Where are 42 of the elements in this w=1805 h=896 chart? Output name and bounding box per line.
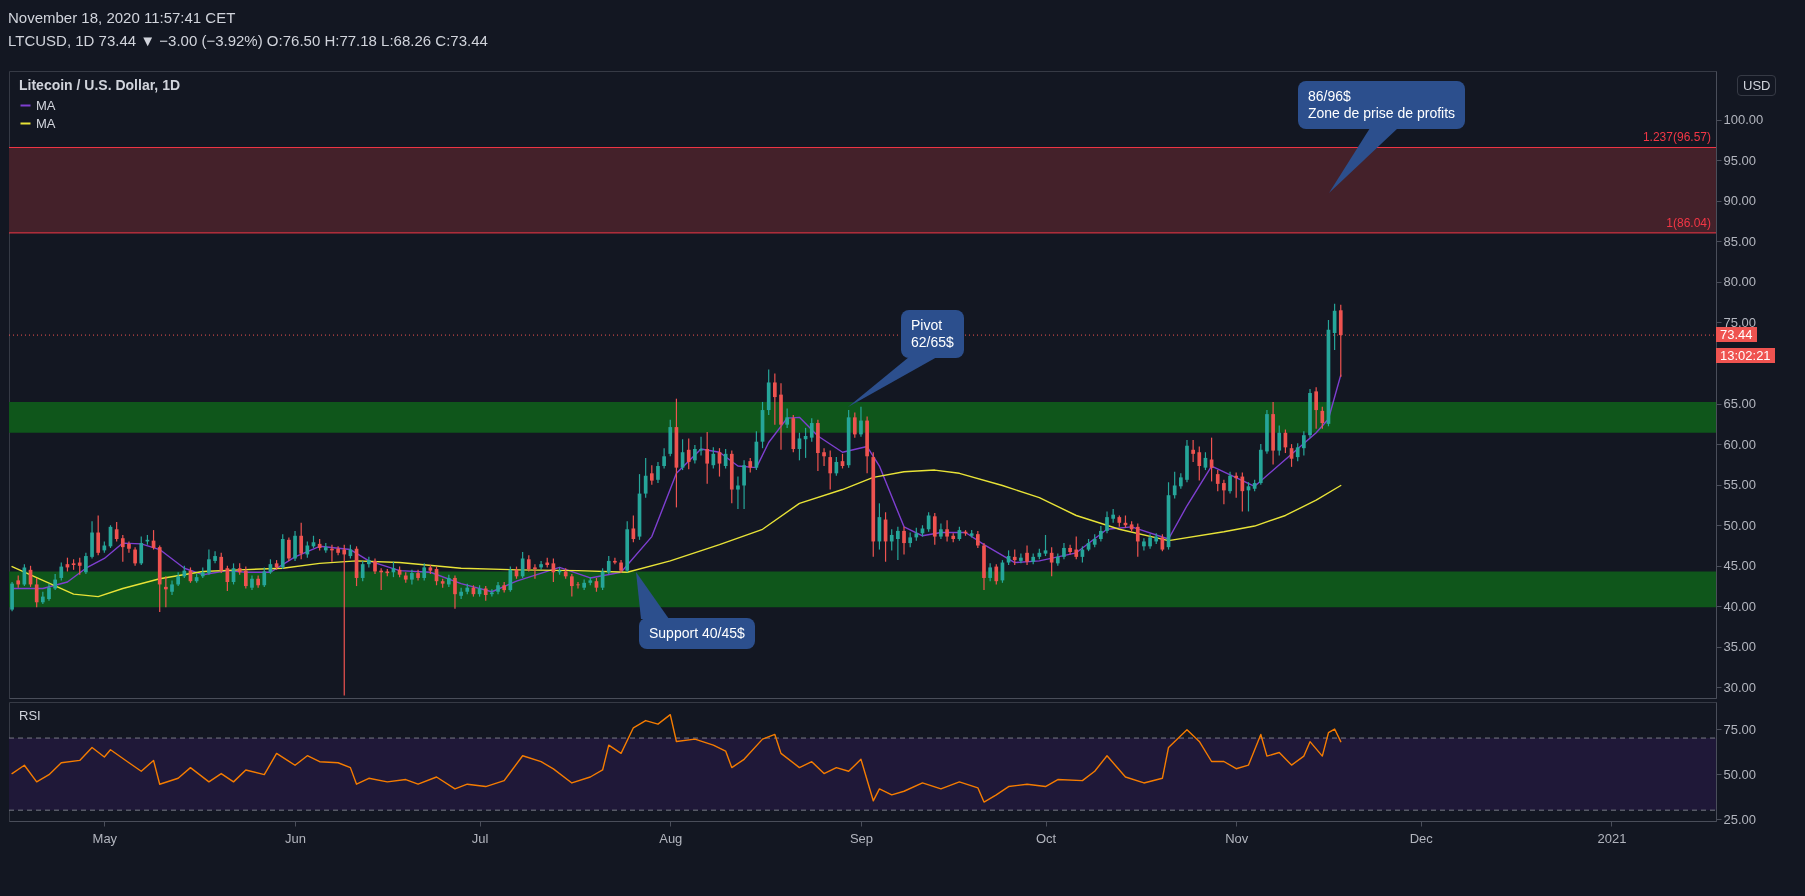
x-tick-label: Sep [849,830,874,846]
y-tick-label: 35.00 [1723,639,1757,655]
x-tick-label: Nov [1225,830,1249,846]
line-series [11,469,1342,598]
y-tick-label: 45.00 [1723,558,1757,574]
ref-line-label: 73.44 13:02:21 [1719,327,1772,364]
text: November 18, 2020 11:57:41 CET [8,8,237,28]
ref-line-label: 1(86.04) [1666,214,1711,231]
x-tick-label: Jun [285,830,307,846]
y-tick-label: 85.00 [1723,233,1757,249]
line-series [11,374,1342,593]
x-tick-label: Jul [471,830,489,846]
text: LTCUSD, 1D 73.44 ▼ −3.00 (−3.92%) O:76.50 H:77.18 L:68.26 C:73.44 [8,31,488,51]
chart-title: Litecoin / U.S. Dollar, 1D [19,77,181,93]
chart-title: RSI [19,708,41,723]
y-tick-label: 100.00 [1723,112,1764,128]
annotation: Pivot 62/65$ [911,317,954,351]
y-tick-label: 75.00 [1723,314,1757,330]
x-tick-label: 2021 [1597,830,1627,846]
y-tick-label: 55.00 [1723,477,1757,493]
y-tick-label: 95.00 [1723,152,1757,168]
y-axis-title: USD [1737,75,1777,96]
y-tick-label: 40.00 [1723,598,1757,614]
y-tick-label: 30.00 [1723,679,1757,695]
x-tick-label: Dec [1409,830,1434,846]
y-tick-label: 50.00 [1723,766,1757,782]
legend-label: MA [36,115,56,131]
x-tick-label: Oct [1035,830,1057,846]
annotation: Support 40/45$ [649,625,745,642]
x-tick-label: May [92,830,118,846]
y-tick-label: 65.00 [1723,396,1757,412]
line-series [11,713,1342,803]
y-tick-label: 75.00 [1723,721,1757,737]
legend-label: MA [36,97,56,113]
ref-line-label: 1.237(96.57) [1642,129,1711,146]
annotation: 86/96$ Zone de prise de profits [1308,88,1456,122]
y-tick-label: 60.00 [1723,436,1757,452]
y-tick-label: 90.00 [1723,193,1757,209]
x-tick-label: Aug [659,830,683,846]
y-tick-label: 50.00 [1723,517,1757,533]
y-tick-label: 80.00 [1723,274,1757,290]
y-tick-label: 25.00 [1723,811,1757,827]
